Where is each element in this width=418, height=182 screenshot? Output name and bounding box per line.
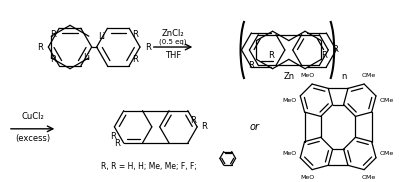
Text: R: R	[38, 43, 43, 52]
Text: R: R	[132, 30, 138, 39]
Text: Zn: Zn	[283, 72, 294, 81]
Text: (excess): (excess)	[15, 134, 50, 143]
Text: MeO: MeO	[282, 151, 296, 156]
Text: R: R	[114, 139, 120, 148]
Text: OMe: OMe	[362, 74, 376, 78]
Text: R: R	[332, 46, 338, 54]
Text: R: R	[321, 51, 327, 60]
Text: n: n	[341, 72, 347, 80]
Text: R: R	[268, 51, 274, 60]
Text: OMe: OMe	[380, 151, 394, 156]
Text: R: R	[50, 55, 56, 64]
Text: R, R = H, H; Me, Me; F, F;: R, R = H, H; Me, Me; F, F;	[101, 162, 197, 171]
Text: (0.5 eq): (0.5 eq)	[159, 39, 187, 45]
Text: R: R	[248, 61, 254, 70]
Text: Li: Li	[99, 32, 105, 41]
Text: MeO: MeO	[300, 74, 314, 78]
Text: CuCl₂: CuCl₂	[21, 112, 44, 122]
Text: ZnCl₂: ZnCl₂	[162, 29, 184, 38]
Text: R: R	[190, 116, 196, 124]
Text: R: R	[145, 43, 151, 52]
Text: R: R	[132, 55, 138, 64]
Text: THF: THF	[165, 51, 181, 60]
Text: R: R	[110, 132, 116, 141]
Text: OMe: OMe	[362, 175, 376, 180]
Text: MeO: MeO	[300, 175, 314, 180]
Text: R: R	[201, 122, 207, 131]
Text: or: or	[250, 122, 259, 132]
Text: R: R	[50, 30, 56, 39]
Text: OMe: OMe	[380, 98, 394, 103]
Text: Li: Li	[83, 53, 90, 62]
Text: MeO: MeO	[282, 98, 296, 103]
